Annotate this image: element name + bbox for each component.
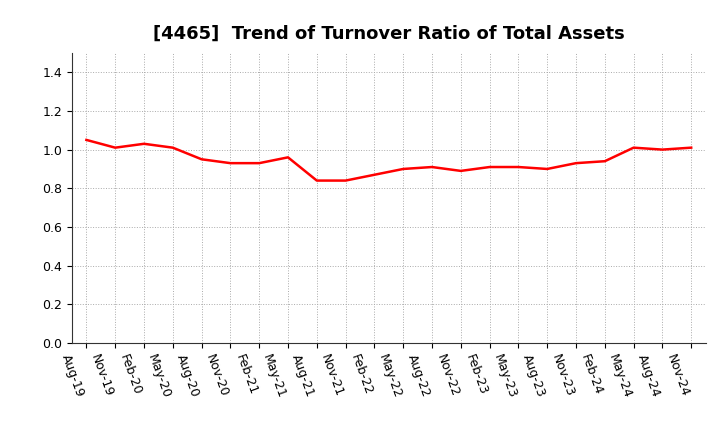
Title: [4465]  Trend of Turnover Ratio of Total Assets: [4465] Trend of Turnover Ratio of Total …: [153, 25, 625, 43]
